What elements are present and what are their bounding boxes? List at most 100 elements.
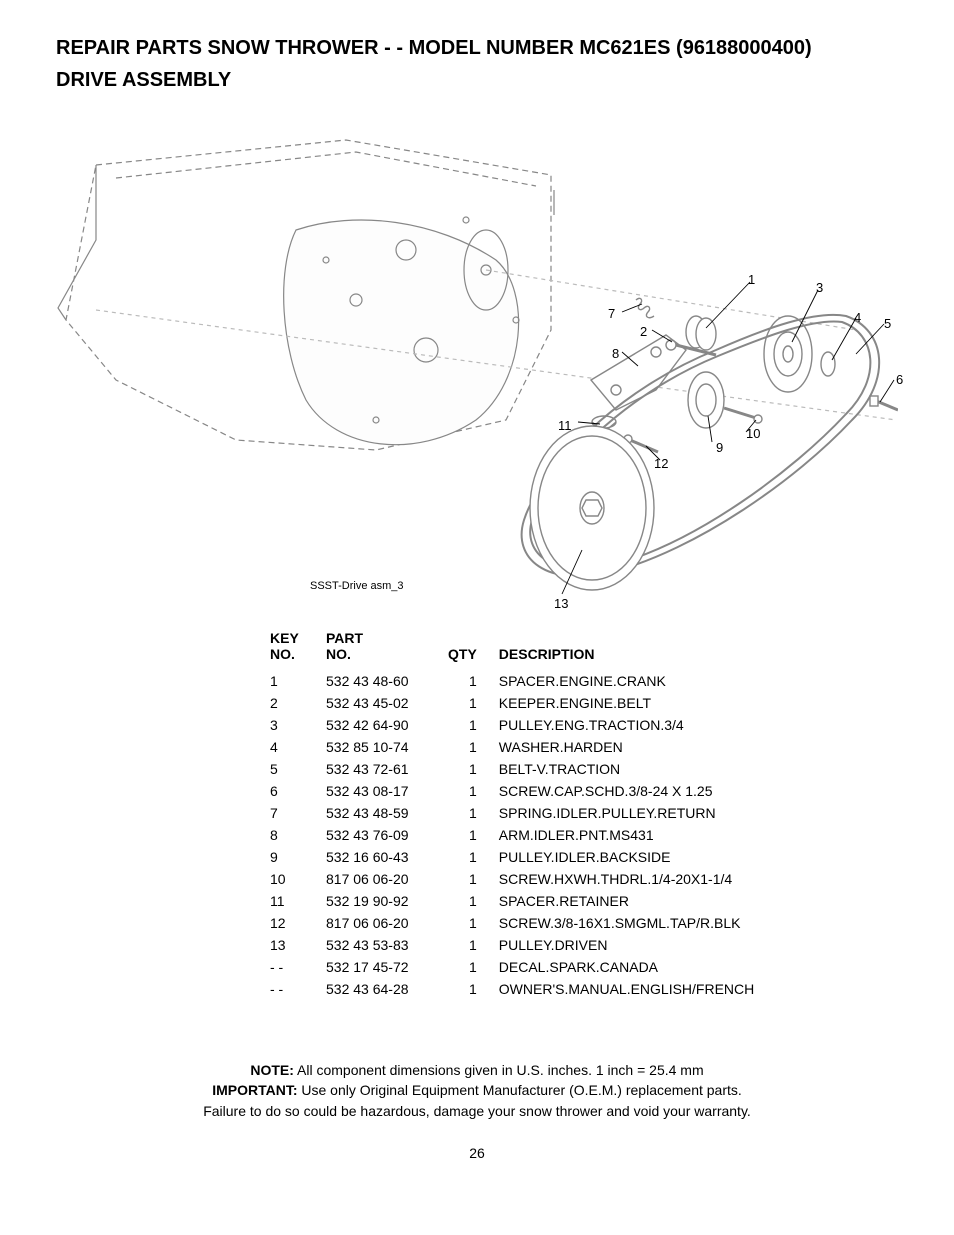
diagram-callout: 11: [558, 418, 572, 433]
cell-qty: 1: [448, 802, 499, 824]
cell-desc: WASHER.HARDEN: [499, 736, 754, 758]
table-row: 5532 43 72-611BELT-V.TRACTION: [270, 758, 754, 780]
cell-part: 817 06 06-20: [326, 912, 448, 934]
page-title-block: REPAIR PARTS SNOW THROWER - - MODEL NUMB…: [56, 32, 898, 96]
table-row: 1532 43 48-601SPACER.ENGINE.CRANK: [270, 670, 754, 692]
cell-part: 532 43 48-60: [326, 670, 448, 692]
col-header-part-text: PARTNO.: [326, 630, 363, 662]
cell-desc: SCREW.CAP.SCHD.3/8-24 X 1.25: [499, 780, 754, 802]
cell-part: 532 17 45-72: [326, 956, 448, 978]
title-line-1: REPAIR PARTS SNOW THROWER - - MODEL NUMB…: [56, 32, 898, 64]
col-header-qty: QTY: [448, 630, 499, 670]
cell-desc: PULLEY.DRIVEN: [499, 934, 754, 956]
cell-qty: 1: [448, 714, 499, 736]
cell-key: 6: [270, 780, 326, 802]
cell-part: 532 43 08-17: [326, 780, 448, 802]
diagram-callout: 2: [640, 324, 647, 339]
cell-desc: PULLEY.ENG.TRACTION.3/4: [499, 714, 754, 736]
cell-key: 10: [270, 868, 326, 890]
table-row: 13532 43 53-831PULLEY.DRIVEN: [270, 934, 754, 956]
cell-qty: 1: [448, 846, 499, 868]
col-header-part: PARTNO.: [326, 630, 448, 670]
cell-part: 532 19 90-92: [326, 890, 448, 912]
table-row: - -532 17 45-721DECAL.SPARK.CANADA: [270, 956, 754, 978]
cell-part: 532 85 10-74: [326, 736, 448, 758]
cell-part: 532 43 64-28: [326, 978, 448, 1000]
exploded-diagram: SSST-Drive asm_3 13452786111091213: [56, 120, 898, 610]
cell-part: 532 42 64-90: [326, 714, 448, 736]
important-text: Use only Original Equipment Manufacturer…: [298, 1082, 742, 1098]
cell-qty: 1: [448, 868, 499, 890]
col-header-desc: DESCRIPTION: [499, 630, 754, 670]
cell-part: 817 06 06-20: [326, 868, 448, 890]
table-row: 6532 43 08-171SCREW.CAP.SCHD.3/8-24 X 1.…: [270, 780, 754, 802]
table-row: 11532 19 90-921SPACER.RETAINER: [270, 890, 754, 912]
cell-desc: SPACER.RETAINER: [499, 890, 754, 912]
cell-qty: 1: [448, 736, 499, 758]
cell-desc: SPRING.IDLER.PULLEY.RETURN: [499, 802, 754, 824]
cell-qty: 1: [448, 978, 499, 1000]
cell-desc: KEEPER.ENGINE.BELT: [499, 692, 754, 714]
col-header-key: KEYNO.: [270, 630, 326, 670]
cell-qty: 1: [448, 670, 499, 692]
cell-key: 11: [270, 890, 326, 912]
diagram-callout: 7: [608, 306, 615, 321]
cell-key: 7: [270, 802, 326, 824]
cell-desc: SCREW.HXWH.THDRL.1/4-20X1-1/4: [499, 868, 754, 890]
diagram-callout: 9: [716, 440, 723, 455]
cell-key: 9: [270, 846, 326, 868]
parts-table: KEYNO. PARTNO. QTY DESCRIPTION 1532 43 4…: [270, 630, 898, 1000]
diagram-callout: 3: [816, 280, 823, 295]
warranty-line: Failure to do so could be hazardous, dam…: [56, 1101, 898, 1121]
cell-qty: 1: [448, 912, 499, 934]
title-line-2: DRIVE ASSEMBLY: [56, 64, 898, 96]
cell-part: 532 43 72-61: [326, 758, 448, 780]
cell-desc: ARM.IDLER.PNT.MS431: [499, 824, 754, 846]
cell-part: 532 43 48-59: [326, 802, 448, 824]
cell-key: 8: [270, 824, 326, 846]
cell-desc: BELT-V.TRACTION: [499, 758, 754, 780]
table-row: - -532 43 64-281OWNER'S.MANUAL.ENGLISH/F…: [270, 978, 754, 1000]
diagram-callout: 10: [746, 426, 760, 441]
diagram-callout: 13: [554, 596, 568, 611]
cell-qty: 1: [448, 890, 499, 912]
diagram-callout: 8: [612, 346, 619, 361]
diagram-callout: 6: [896, 372, 903, 387]
cell-key: 4: [270, 736, 326, 758]
cell-qty: 1: [448, 956, 499, 978]
table-row: 3532 42 64-901PULLEY.ENG.TRACTION.3/4: [270, 714, 754, 736]
cell-desc: SCREW.3/8-16X1.SMGML.TAP/R.BLK: [499, 912, 754, 934]
cell-qty: 1: [448, 758, 499, 780]
important-label: IMPORTANT:: [212, 1082, 297, 1098]
cell-key: 2: [270, 692, 326, 714]
footnotes: NOTE: All component dimensions given in …: [56, 1060, 898, 1121]
cell-key: - -: [270, 956, 326, 978]
diagram-caption: SSST-Drive asm_3: [310, 580, 404, 592]
cell-part: 532 16 60-43: [326, 846, 448, 868]
cell-qty: 1: [448, 780, 499, 802]
cell-part: 532 43 45-02: [326, 692, 448, 714]
table-row: 4532 85 10-741WASHER.HARDEN: [270, 736, 754, 758]
cell-part: 532 43 76-09: [326, 824, 448, 846]
cell-desc: DECAL.SPARK.CANADA: [499, 956, 754, 978]
table-row: 8532 43 76-091ARM.IDLER.PNT.MS431: [270, 824, 754, 846]
table-row: 9532 16 60-431PULLEY.IDLER.BACKSIDE: [270, 846, 754, 868]
note-text: All component dimensions given in U.S. i…: [294, 1062, 704, 1078]
col-header-key-text: KEYNO.: [270, 630, 299, 662]
cell-desc: OWNER'S.MANUAL.ENGLISH/FRENCH: [499, 978, 754, 1000]
note-label: NOTE:: [250, 1062, 294, 1078]
cell-key: - -: [270, 978, 326, 1000]
cell-key: 12: [270, 912, 326, 934]
cell-qty: 1: [448, 692, 499, 714]
cell-desc: SPACER.ENGINE.CRANK: [499, 670, 754, 692]
cell-key: 13: [270, 934, 326, 956]
cell-desc: PULLEY.IDLER.BACKSIDE: [499, 846, 754, 868]
cell-qty: 1: [448, 934, 499, 956]
cell-qty: 1: [448, 824, 499, 846]
diagram-callout: 4: [854, 310, 861, 325]
table-row: 12817 06 06-201SCREW.3/8-16X1.SMGML.TAP/…: [270, 912, 754, 934]
diagram-callout: 1: [748, 272, 755, 287]
table-row: 7532 43 48-591SPRING.IDLER.PULLEY.RETURN: [270, 802, 754, 824]
cell-key: 3: [270, 714, 326, 736]
diagram-callout: 12: [654, 456, 668, 471]
